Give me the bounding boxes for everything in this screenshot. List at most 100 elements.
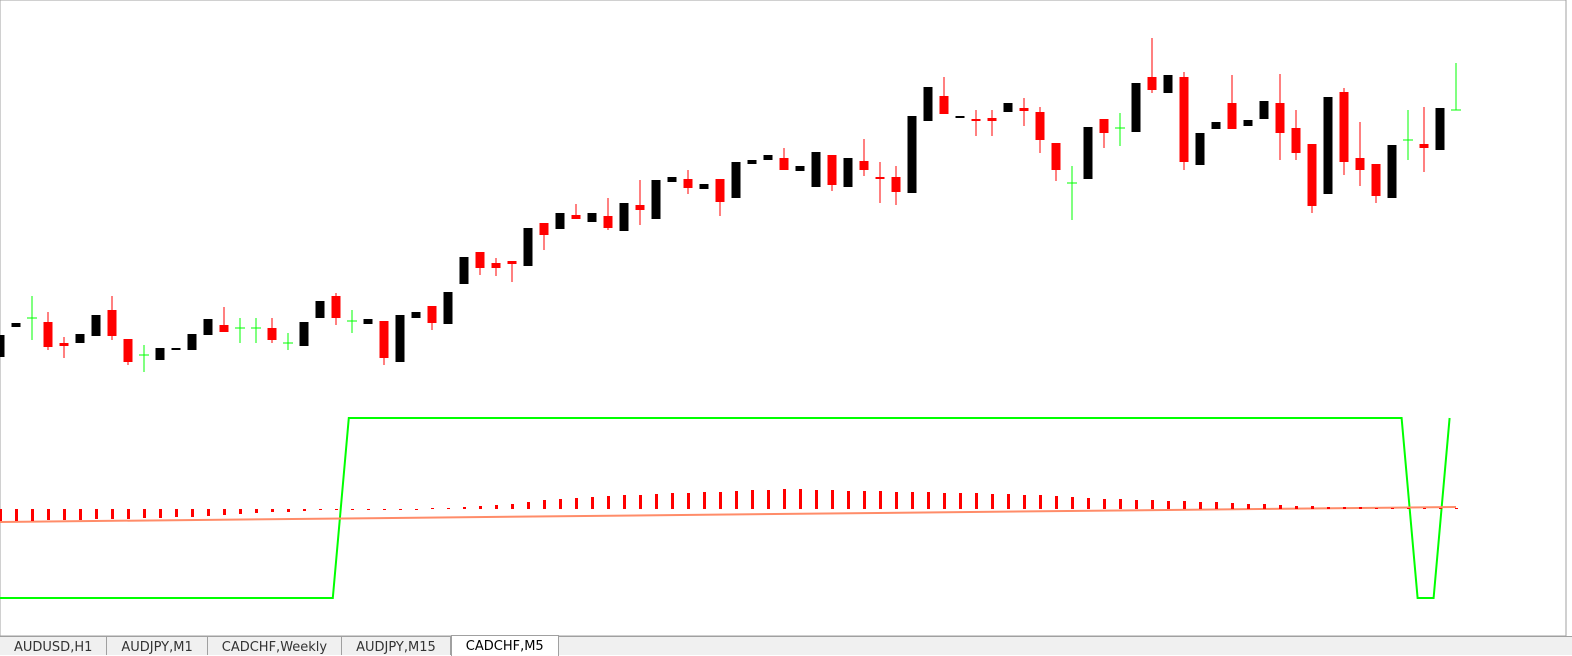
- candle-body: [475, 252, 485, 268]
- chart-tab[interactable]: AUDJPY,M1: [107, 637, 208, 655]
- chart-tab[interactable]: AUDUSD,H1: [0, 637, 108, 655]
- candle-body: [1003, 103, 1013, 112]
- histogram-bar: [911, 492, 914, 509]
- candle-body: [1243, 120, 1253, 126]
- histogram-bar: [479, 506, 482, 509]
- histogram-bar: [575, 498, 578, 509]
- histogram-bar: [991, 494, 994, 509]
- histogram-bar: [1311, 506, 1314, 509]
- histogram-bar: [1375, 508, 1378, 509]
- histogram-bar: [655, 494, 658, 509]
- chart-tab[interactable]: CADCHF,Weekly: [208, 637, 343, 655]
- candle-body: [1051, 143, 1061, 170]
- candle-body: [747, 160, 757, 164]
- candle-body: [539, 223, 549, 235]
- candle-body: [315, 301, 325, 318]
- candle-body: [1211, 122, 1221, 129]
- candle-body: [459, 257, 469, 284]
- candle-body: [443, 292, 453, 324]
- histogram-bar: [1071, 497, 1074, 509]
- candle-body: [1307, 144, 1317, 206]
- histogram-bar: [1055, 496, 1058, 509]
- candle-body: [859, 161, 869, 170]
- histogram-bar: [1327, 507, 1330, 509]
- histogram-bar: [815, 490, 818, 509]
- chart-frame: [0, 0, 1567, 636]
- histogram-bar: [1151, 500, 1154, 509]
- candle-body: [827, 155, 837, 185]
- histogram-bar: [1023, 495, 1026, 509]
- candle-body: [1163, 75, 1173, 93]
- histogram-bar: [319, 509, 322, 510]
- histogram-bar: [783, 489, 786, 509]
- histogram-bar: [111, 509, 114, 519]
- candle-body: [699, 184, 709, 189]
- chart-tab[interactable]: CADCHF,M5: [450, 635, 559, 656]
- histogram-bar: [79, 509, 82, 520]
- candle-body: [91, 315, 101, 336]
- histogram-bar: [271, 509, 274, 512]
- histogram-bar: [1199, 502, 1202, 509]
- candle-body: [1083, 127, 1093, 179]
- histogram-bar: [879, 491, 882, 509]
- histogram-bar: [639, 495, 642, 509]
- histogram-bar: [495, 505, 498, 509]
- histogram-bar: [927, 492, 930, 509]
- candle-body: [75, 334, 85, 343]
- histogram-bar: [335, 509, 338, 510]
- histogram-bar: [1119, 499, 1122, 509]
- histogram-bar: [1391, 508, 1394, 509]
- candle-body: [939, 96, 949, 114]
- histogram-bar: [735, 491, 738, 509]
- histogram-bar: [1279, 505, 1282, 509]
- candle-body: [1275, 103, 1285, 133]
- histogram-bar: [1103, 499, 1106, 509]
- histogram-bar: [367, 509, 370, 510]
- candle-body: [811, 152, 821, 187]
- candle-body: [715, 179, 725, 202]
- candle-body: [635, 205, 645, 210]
- histogram-bar: [287, 509, 290, 512]
- candle-body: [1339, 92, 1349, 162]
- histogram-bar: [303, 509, 306, 511]
- candle-body: [0, 335, 5, 357]
- candle-body: [971, 119, 981, 121]
- candle-body: [619, 203, 629, 231]
- indicator-line: [0, 417, 1451, 599]
- candle-body: [571, 215, 581, 219]
- histogram-bar: [1087, 498, 1090, 509]
- histogram-bar: [1343, 507, 1346, 509]
- histogram-bar: [895, 492, 898, 509]
- histogram-bar: [399, 509, 402, 510]
- candle-body: [667, 177, 677, 182]
- histogram-bar: [95, 509, 98, 519]
- candle-body: [651, 180, 661, 219]
- histogram-bar: [751, 490, 754, 509]
- candle-body: [267, 328, 277, 340]
- histogram-bar: [15, 509, 18, 521]
- histogram-bar: [671, 493, 674, 509]
- histogram-bar: [1295, 506, 1298, 509]
- candle-body: [779, 158, 789, 170]
- candle-body: [603, 216, 613, 228]
- histogram-bar: [0, 509, 2, 521]
- candle-body: [1035, 112, 1045, 140]
- candle-body: [219, 325, 229, 332]
- histogram-bar: [1167, 501, 1170, 509]
- candle-body: [1259, 101, 1269, 119]
- chart-tab[interactable]: AUDJPY,M15: [342, 637, 451, 655]
- histogram-bar: [1263, 504, 1266, 509]
- histogram-bar: [127, 509, 130, 519]
- candle-body: [187, 334, 197, 350]
- candle-body: [731, 162, 741, 198]
- histogram-bar: [1423, 508, 1426, 509]
- histogram-bar: [943, 493, 946, 509]
- histogram-bar: [527, 502, 530, 509]
- histogram-bar: [351, 509, 354, 510]
- candle-body: [171, 348, 181, 350]
- histogram-bar: [463, 507, 466, 509]
- histogram-bar: [847, 491, 850, 509]
- histogram-bar: [863, 491, 866, 509]
- histogram-bar: [1359, 507, 1362, 509]
